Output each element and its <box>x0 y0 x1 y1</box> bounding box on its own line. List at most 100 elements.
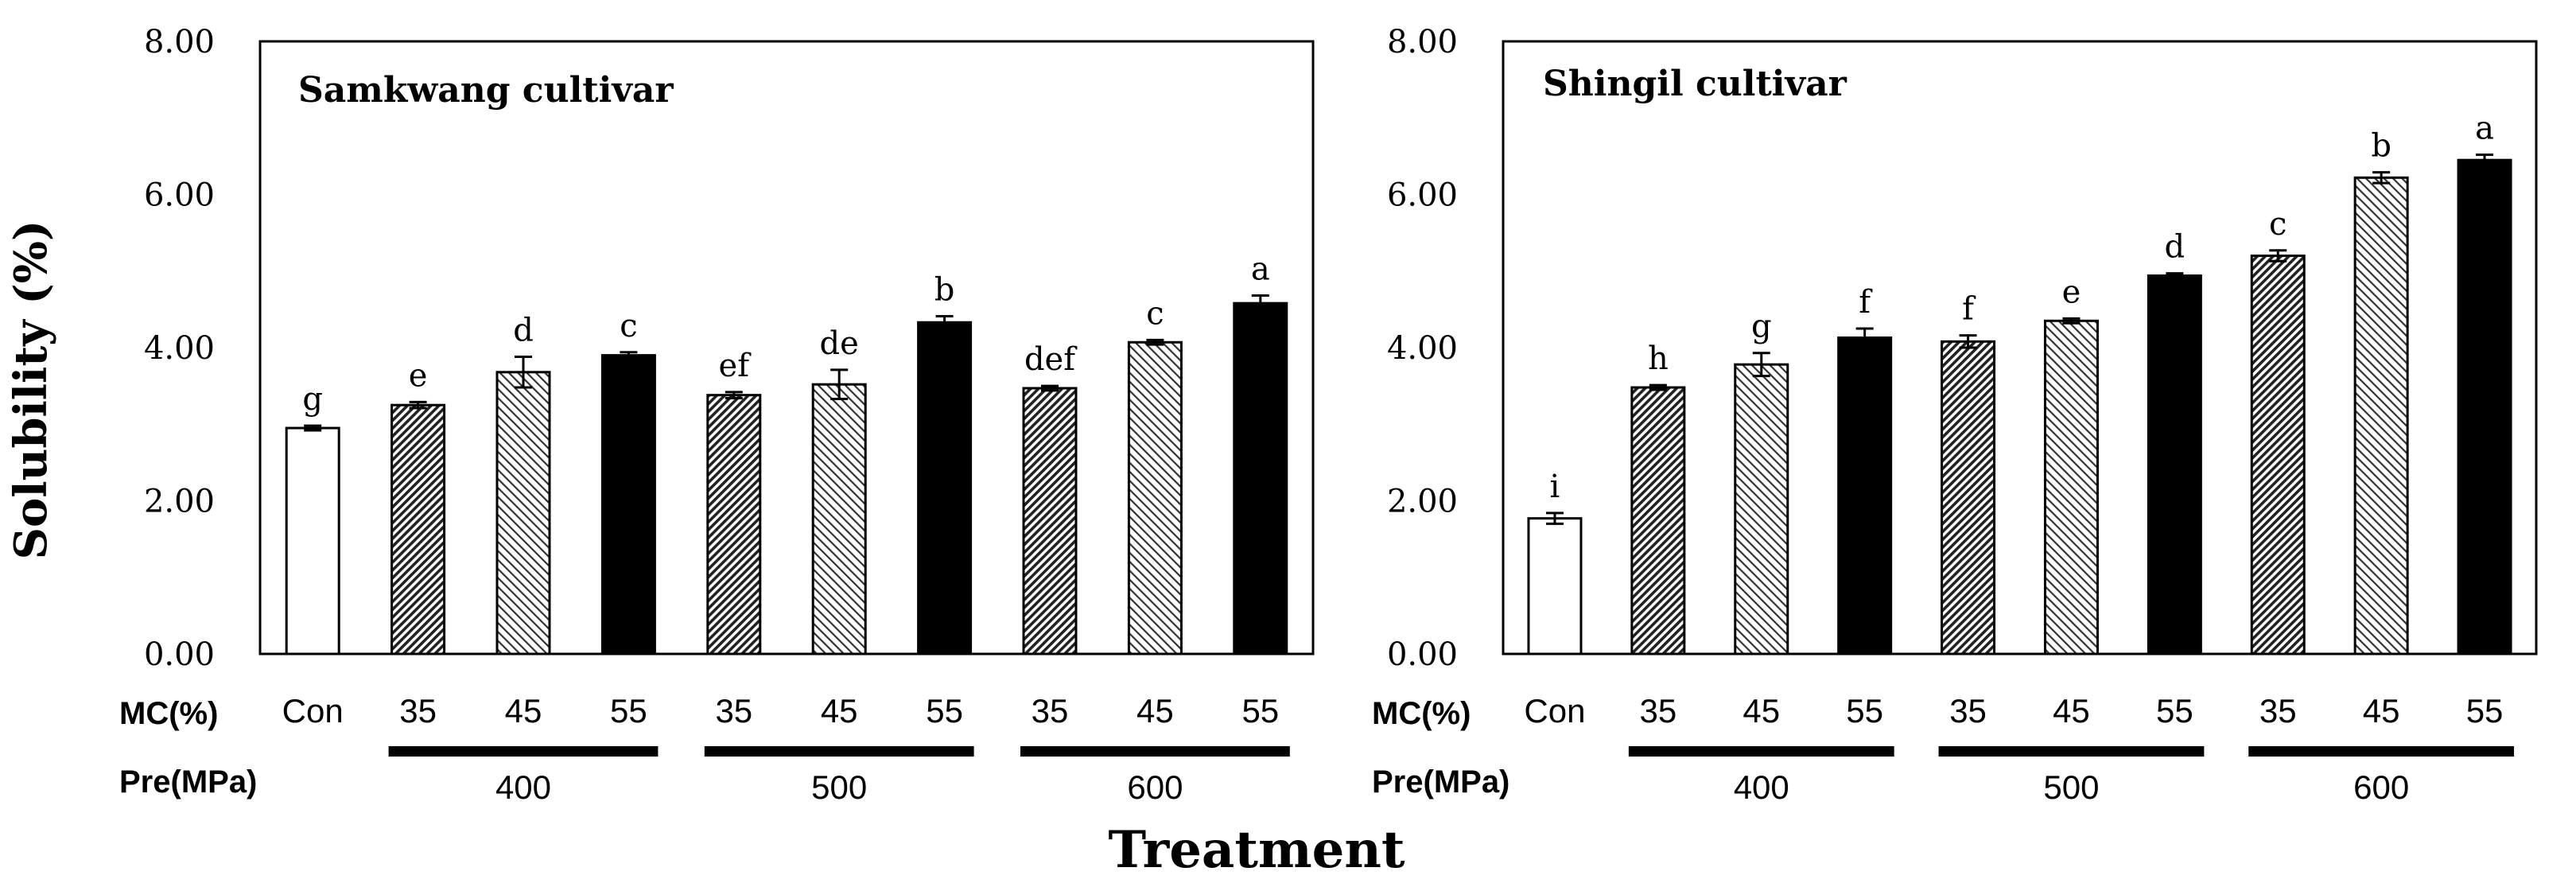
x-axis-label: Treatment <box>1109 820 1405 880</box>
significance-letter: c <box>2269 206 2287 243</box>
significance-letter: de <box>820 325 859 362</box>
x-tick-label: 35 <box>715 692 752 729</box>
pre-row-label: Pre(MPa) <box>119 764 257 799</box>
pressure-group-bar <box>2248 746 2515 757</box>
x-tick-label: 45 <box>2363 692 2400 729</box>
pressure-group-label: 600 <box>1127 768 1183 806</box>
bar <box>706 394 762 656</box>
error-bar <box>2372 171 2391 185</box>
error-bar <box>830 368 849 400</box>
pressure-group-bar <box>1628 746 1894 757</box>
x-tick-label: 45 <box>1743 692 1780 729</box>
significance-letter: g <box>302 381 323 418</box>
significance-letter: e <box>409 357 428 394</box>
bar <box>600 354 656 656</box>
significance-letter: ef <box>719 348 752 384</box>
bar <box>2250 255 2306 656</box>
x-tick-label: Con <box>1524 692 1585 729</box>
significance-letter: h <box>1648 340 1669 377</box>
error-bar <box>2166 272 2184 279</box>
x-tick-label: 55 <box>1846 692 1883 729</box>
pressure-group-label: 400 <box>495 768 551 806</box>
y-tick-label: 8.00 <box>144 24 215 60</box>
significance-letter: b <box>2371 128 2391 165</box>
error-bar <box>1545 512 1564 525</box>
mc-row-label: MC(%) <box>119 696 218 731</box>
bar <box>2147 274 2202 656</box>
error-bar <box>2269 249 2287 263</box>
pressure-group-bar <box>1020 746 1290 757</box>
y-tick-label: 2.00 <box>1387 484 1458 520</box>
error-bar <box>1146 338 1164 346</box>
significance-letter: d <box>2165 229 2186 266</box>
x-tick-label: 35 <box>2259 692 2297 729</box>
x-tick-label: Con <box>282 692 344 729</box>
bar <box>1837 336 1893 656</box>
error-bar <box>935 315 954 330</box>
error-bar <box>2062 317 2081 325</box>
chart-title: Shingil cultivar <box>1543 64 1847 104</box>
error-bar <box>1855 327 1874 348</box>
chart-panel-shingil: Shingil cultivar MC(%) Pre(MPa) 0.00 2.00… <box>1372 24 2538 806</box>
y-tick-label: 6.00 <box>1387 177 1458 214</box>
x-tick-label: 55 <box>610 692 647 729</box>
error-bar <box>304 424 322 432</box>
bar <box>2353 176 2409 656</box>
y-tick-label: 4.00 <box>1387 330 1458 367</box>
bar <box>1527 517 1583 656</box>
bar <box>1233 302 1288 656</box>
bar <box>1022 387 1078 656</box>
bar <box>917 321 973 656</box>
x-tick-label: 55 <box>2466 692 2504 729</box>
plot-frame <box>258 40 1315 656</box>
bar <box>1630 386 1686 656</box>
error-bar <box>1251 294 1269 313</box>
pressure-group-bar <box>704 746 974 757</box>
error-bar <box>725 391 743 400</box>
bar <box>495 371 551 656</box>
y-tick-label: 6.00 <box>144 177 215 214</box>
x-tick-label: 45 <box>505 692 542 729</box>
error-bar <box>2476 153 2494 167</box>
x-tick-label: 35 <box>1949 692 1987 729</box>
bar <box>1941 340 1996 656</box>
x-tick-label: 45 <box>821 692 858 729</box>
significance-letter: f <box>1859 284 1873 321</box>
pressure-group-label: 500 <box>2043 768 2099 806</box>
significance-letter: c <box>620 308 637 344</box>
error-bar <box>515 356 532 389</box>
error-bar <box>1649 383 1667 391</box>
bar <box>2457 158 2512 656</box>
bar <box>811 383 867 656</box>
pressure-group-label: 500 <box>811 768 867 806</box>
significance-letter: a <box>1251 251 1270 288</box>
y-tick-label: 0.00 <box>1387 636 1458 673</box>
significance-letter: def <box>1024 341 1078 378</box>
significance-letter: c <box>1146 295 1164 332</box>
x-tick-label: 45 <box>1136 692 1174 729</box>
bar <box>1127 340 1183 656</box>
significance-letter: a <box>2475 110 2494 146</box>
pre-row-label: Pre(MPa) <box>1372 764 1509 799</box>
error-bar <box>409 400 427 410</box>
error-bar <box>1041 384 1059 392</box>
chart-panel-samkwang: Samkwang cultivar MC(%) Pre(MPa) 0.00 2.0… <box>119 24 1315 806</box>
significance-letter: e <box>2062 274 2081 310</box>
pressure-group-bar <box>1938 746 2205 757</box>
significance-letter: b <box>934 272 955 309</box>
x-tick-label: 55 <box>926 692 963 729</box>
pressure-group-label: 600 <box>2353 768 2409 806</box>
significance-letter: g <box>1751 309 1772 345</box>
pressure-group-label: 400 <box>1734 768 1789 806</box>
y-tick-label: 0.00 <box>144 636 215 673</box>
y-tick-label: 8.00 <box>1387 24 1458 60</box>
plot-frame <box>1502 40 2538 656</box>
x-tick-label: 35 <box>399 692 437 729</box>
bar <box>2043 319 2099 656</box>
significance-letter: d <box>513 313 534 349</box>
y-axis-label: Solubility (%) <box>5 220 57 560</box>
error-bar <box>620 351 638 360</box>
significance-letter: f <box>1962 291 1976 328</box>
y-tick-label: 2.00 <box>144 484 215 520</box>
